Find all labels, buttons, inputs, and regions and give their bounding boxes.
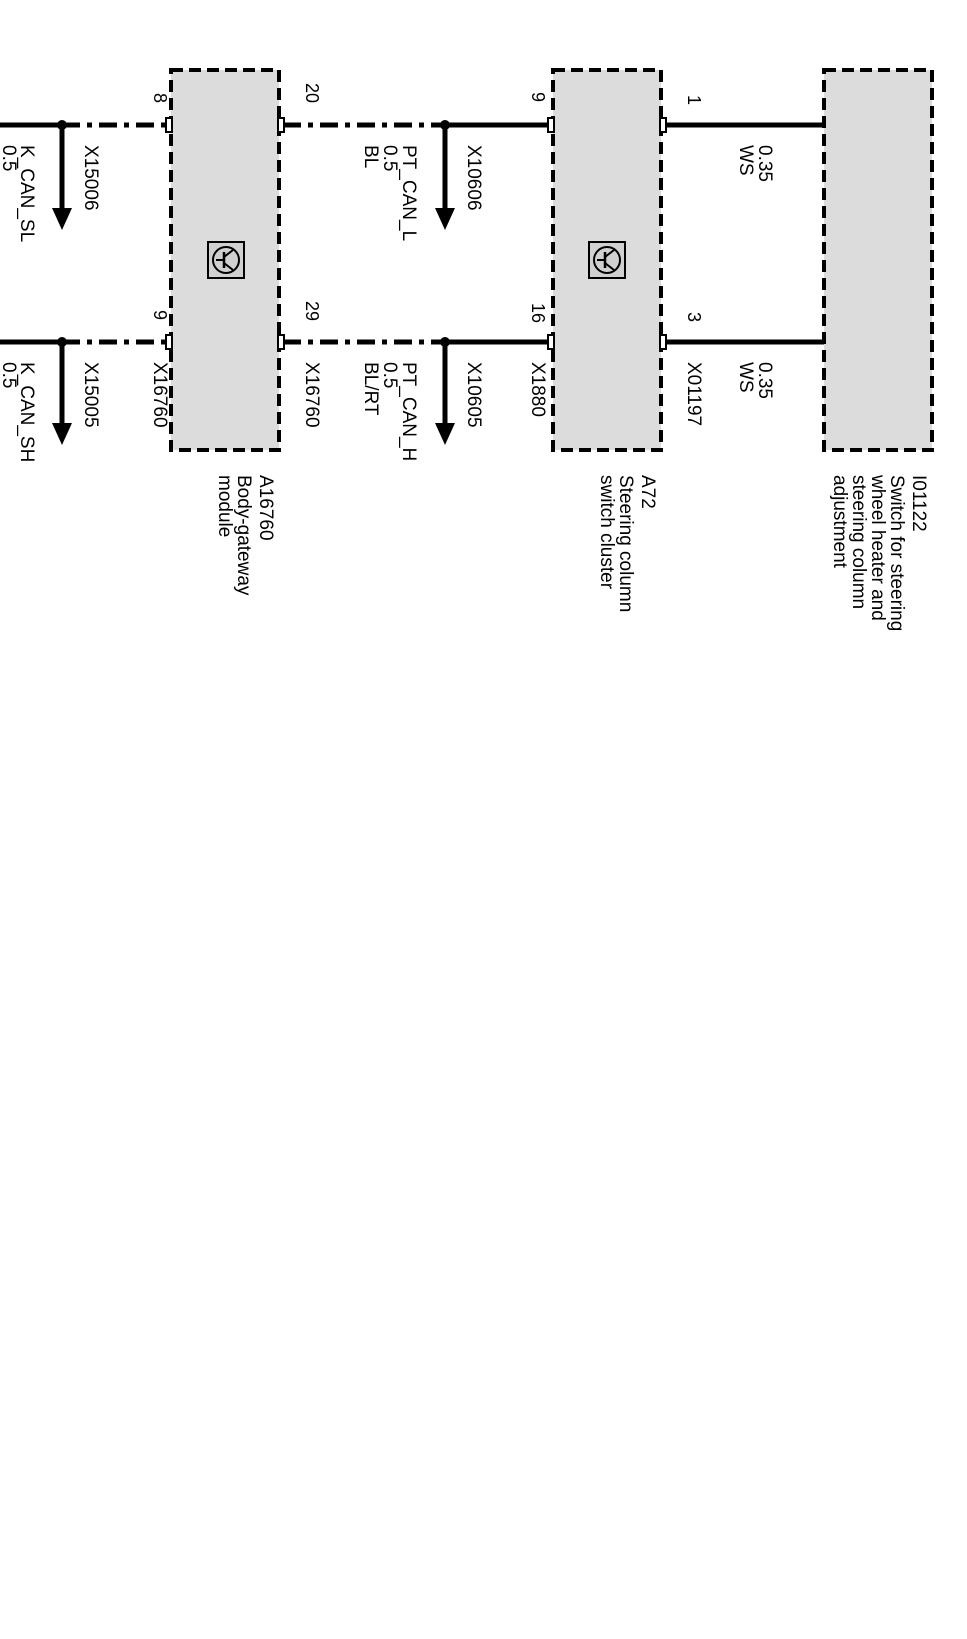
pin-a72-9: 9 <box>528 92 548 102</box>
wire-pt-can-h-signal: PT_CAN_H <box>398 362 419 461</box>
wire-k-can-sh-size: 0.5 <box>0 362 19 388</box>
i01122-box <box>822 68 934 452</box>
a72-transistor-icon <box>588 241 626 279</box>
wire-pt-can-l-signal: PT_CAN_L <box>398 145 419 241</box>
component-a16760-id: A16760 <box>255 475 276 541</box>
wire-k-can-sh-signal: K_CAN_SH <box>16 362 37 462</box>
wire-ws-top-color: WS <box>735 145 756 176</box>
component-a16760-name-1: Body-gateway <box>233 475 254 596</box>
component-a72-name-2: switch cluster <box>596 475 617 590</box>
component-i01122-name-3: steering column <box>848 475 869 609</box>
pin-a72-16: 16 <box>528 303 548 323</box>
connector-x1880: X1880 <box>527 362 548 417</box>
connector-x01197: X01197 <box>683 362 704 426</box>
wire-k-can-sl-signal: K_CAN_SL <box>16 145 37 242</box>
splice-x10605 <box>435 337 455 445</box>
pin-a16760-9: 9 <box>150 310 170 320</box>
pin-ticks <box>165 117 667 350</box>
splice-x10606 <box>435 120 455 230</box>
pin-a16760-20: 20 <box>302 83 322 103</box>
wire-pt-can-h-size: 0.5 <box>379 362 400 388</box>
component-a16760-name-2: module <box>214 475 235 537</box>
splice-x15005 <box>52 337 72 445</box>
wire-ws-bottom-color: WS <box>735 362 756 393</box>
wire-pt-can-l-size: 0.5 <box>379 145 400 171</box>
wire-ws-top-size: 0.35 <box>754 145 775 182</box>
connector-x16760-left: X16760 <box>149 362 170 428</box>
component-i01122-name-2: wheel heater and <box>867 474 888 621</box>
connector-x10606: X10606 <box>463 145 484 211</box>
wire-ws-bottom-size: 0.35 <box>754 362 775 399</box>
wire-k-can-sl-size: 0.5 <box>0 145 19 171</box>
wire-pt-can-l-color: BL <box>360 145 381 168</box>
component-a72-id: A72 <box>637 475 658 509</box>
component-i01122-name-4: adjustment <box>829 475 850 569</box>
component-a72-name-1: Steering column <box>615 475 636 612</box>
pin-a16760-8: 8 <box>150 93 170 103</box>
pin-i01122-3: 3 <box>684 312 704 322</box>
splice-x15006 <box>52 120 72 230</box>
connector-x15006: X15006 <box>80 145 101 211</box>
connector-x16760-right: X16760 <box>301 362 322 428</box>
a16760-transistor-icon <box>207 241 245 279</box>
pin-i01122-1: 1 <box>684 95 704 105</box>
component-i01122-id: I01122 <box>908 475 929 532</box>
connector-x10605: X10605 <box>463 362 484 428</box>
component-i01122-name-1: Switch for steering <box>886 475 907 631</box>
connector-x15005: X15005 <box>80 362 101 428</box>
pin-a16760-29: 29 <box>302 301 322 321</box>
wire-pt-can-h-color: BL/RT <box>360 362 381 416</box>
